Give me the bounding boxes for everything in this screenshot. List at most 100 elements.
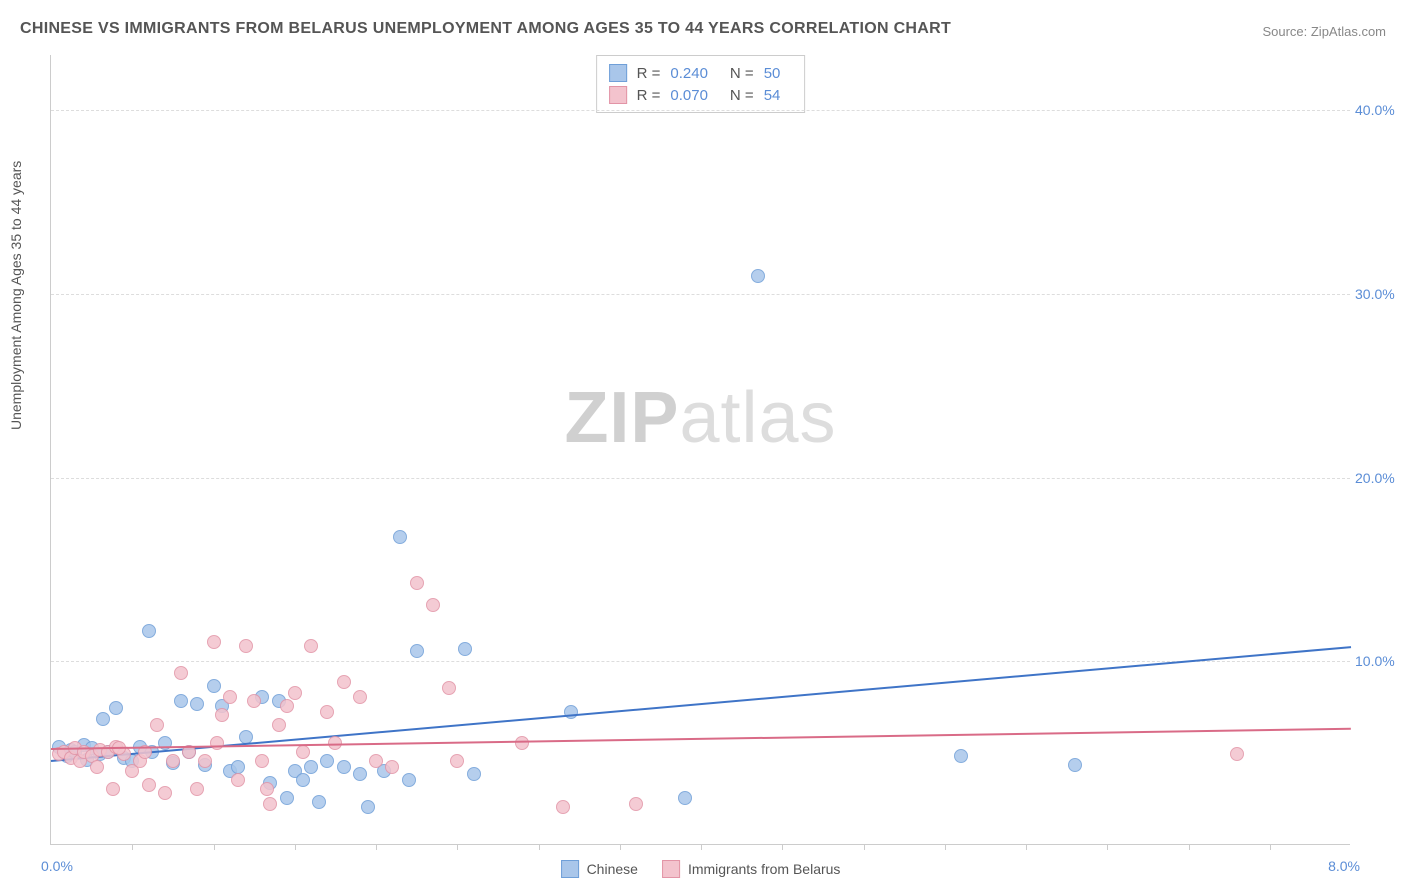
data-point — [260, 782, 274, 796]
source-attribution: Source: ZipAtlas.com — [1262, 24, 1386, 39]
y-tick-label: 40.0% — [1355, 102, 1406, 118]
legend-item-1: Immigrants from Belarus — [662, 860, 840, 878]
stats-legend-box: R = 0.240 N = 50 R = 0.070 N = 54 — [596, 55, 806, 113]
legend-item-0: Chinese — [561, 860, 638, 878]
data-point — [109, 701, 123, 715]
data-point — [954, 749, 968, 763]
data-point — [142, 624, 156, 638]
data-point — [239, 639, 253, 653]
watermark-bold: ZIP — [564, 378, 679, 458]
x-tick-mark — [214, 844, 215, 850]
data-point — [150, 718, 164, 732]
data-point — [142, 778, 156, 792]
data-point — [280, 699, 294, 713]
data-point — [190, 782, 204, 796]
data-point — [304, 639, 318, 653]
data-point — [210, 736, 224, 750]
r-label: R = — [637, 87, 661, 104]
data-point — [361, 800, 375, 814]
x-tick-mark — [132, 844, 133, 850]
gridline-h — [51, 661, 1350, 662]
data-point — [353, 690, 367, 704]
r-value-1: 0.070 — [670, 87, 708, 104]
data-point — [280, 791, 294, 805]
data-point — [1230, 747, 1244, 761]
data-point — [207, 679, 221, 693]
x-tick-mark — [620, 844, 621, 850]
data-point — [174, 694, 188, 708]
data-point — [255, 754, 269, 768]
y-axis-label: Unemployment Among Ages 35 to 44 years — [8, 161, 24, 430]
x-tick-mark — [945, 844, 946, 850]
data-point — [515, 736, 529, 750]
data-point — [751, 269, 765, 283]
data-point — [296, 745, 310, 759]
data-point — [106, 782, 120, 796]
data-point — [629, 797, 643, 811]
n-value-0: 50 — [764, 65, 781, 82]
data-point — [174, 666, 188, 680]
chart-title: CHINESE VS IMMIGRANTS FROM BELARUS UNEMP… — [20, 20, 951, 38]
r-label: R = — [637, 65, 661, 82]
stats-row-series-0: R = 0.240 N = 50 — [609, 62, 793, 84]
data-point — [442, 681, 456, 695]
data-point — [369, 754, 383, 768]
gridline-h — [51, 478, 1350, 479]
data-point — [337, 675, 351, 689]
y-tick-label: 10.0% — [1355, 653, 1406, 669]
x-tick-mark — [782, 844, 783, 850]
gridline-h — [51, 110, 1350, 111]
data-point — [410, 644, 424, 658]
data-point — [296, 773, 310, 787]
data-point — [166, 754, 180, 768]
gridline-h — [51, 294, 1350, 295]
legend-label-1: Immigrants from Belarus — [688, 861, 840, 877]
data-point — [231, 773, 245, 787]
data-point — [198, 754, 212, 768]
swatch-series-1 — [609, 86, 627, 104]
stats-row-series-1: R = 0.070 N = 54 — [609, 84, 793, 106]
y-tick-label: 20.0% — [1355, 470, 1406, 486]
data-point — [90, 760, 104, 774]
x-axis-max-label: 8.0% — [1328, 858, 1360, 874]
x-tick-mark — [1026, 844, 1027, 850]
y-tick-label: 30.0% — [1355, 286, 1406, 302]
x-tick-mark — [376, 844, 377, 850]
n-value-1: 54 — [764, 87, 781, 104]
data-point — [393, 530, 407, 544]
data-point — [402, 773, 416, 787]
data-point — [426, 598, 440, 612]
bottom-legend: Chinese Immigrants from Belarus — [561, 860, 841, 878]
data-point — [320, 754, 334, 768]
x-tick-mark — [1270, 844, 1271, 850]
data-point — [190, 697, 204, 711]
x-tick-mark — [1189, 844, 1190, 850]
data-point — [96, 712, 110, 726]
data-point — [223, 690, 237, 704]
legend-swatch-1 — [662, 860, 680, 878]
x-tick-mark — [864, 844, 865, 850]
watermark: ZIPatlas — [564, 377, 836, 459]
data-point — [304, 760, 318, 774]
data-point — [410, 576, 424, 590]
data-point — [678, 791, 692, 805]
swatch-series-0 — [609, 64, 627, 82]
x-tick-mark — [457, 844, 458, 850]
data-point — [158, 786, 172, 800]
x-tick-mark — [539, 844, 540, 850]
data-point — [353, 767, 367, 781]
data-point — [207, 635, 221, 649]
data-point — [263, 797, 277, 811]
data-point — [247, 694, 261, 708]
legend-swatch-0 — [561, 860, 579, 878]
data-point — [272, 718, 286, 732]
data-point — [288, 686, 302, 700]
x-axis-origin-label: 0.0% — [41, 858, 73, 874]
chart-plot-area: ZIPatlas R = 0.240 N = 50 R = 0.070 N = … — [50, 55, 1350, 845]
x-tick-mark — [1107, 844, 1108, 850]
data-point — [467, 767, 481, 781]
data-point — [1068, 758, 1082, 772]
n-label: N = — [730, 65, 754, 82]
data-point — [215, 708, 229, 722]
r-value-0: 0.240 — [670, 65, 708, 82]
